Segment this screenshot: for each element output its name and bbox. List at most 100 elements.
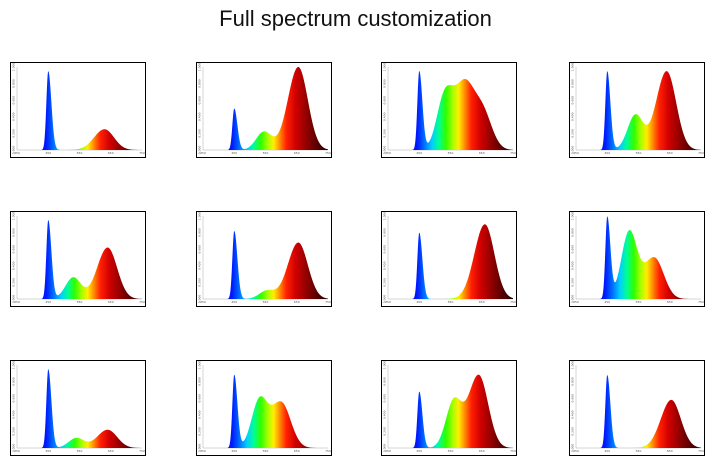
spectrum-area [397, 224, 513, 299]
x-tick-label: 650 [667, 449, 673, 453]
x-tick-label: 750 [510, 151, 516, 155]
y-tick-label: 0.600 [12, 245, 16, 254]
y-tick-label: 0.800 [383, 228, 387, 237]
y-tick-label: 0.800 [571, 228, 575, 237]
y-tick-label: 0.600 [383, 394, 387, 403]
x-tick-label: 350 [200, 300, 206, 304]
y-tick-label: 0.200 [383, 427, 387, 436]
x-tick-label: 550 [448, 449, 454, 453]
spectrum-panel-6: 0.000 0.200 0.400 0.600 0.800 1.000 350 450 550 6… [196, 211, 332, 307]
axis-lines [16, 365, 142, 449]
spectrum-plot: 0.000 0.200 0.400 0.600 0.800 1.000 350 450 550 6… [383, 361, 516, 453]
x-tick-label: 750 [698, 449, 704, 453]
y-tick-label: 0.000 [571, 146, 575, 155]
x-tick-label: 350 [385, 300, 391, 304]
x-tick-label: 350 [573, 300, 579, 304]
spectrum-panel-12: 0.000 0.200 0.400 0.600 0.800 1.000 350 450 550 6… [569, 360, 705, 456]
y-tick-label: 0.600 [198, 394, 202, 403]
y-tick-label: 1.000 [383, 212, 387, 220]
y-tick-label: 0.400 [12, 261, 16, 270]
x-tick-label: 550 [77, 449, 83, 453]
spectrum-plot: 0.000 0.200 0.400 0.600 0.800 1.000 350 450 550 6… [12, 361, 145, 453]
x-tick-label: 450 [604, 449, 610, 453]
spectrum-panel-10: 0.000 0.200 0.400 0.600 0.800 1.000 350 450 550 6… [196, 360, 332, 456]
spectrum-area [397, 374, 513, 448]
spectrum-plot: 0.000 0.200 0.400 0.600 0.800 1.000 350 450 550 6… [198, 63, 331, 155]
x-tick-label: 750 [139, 151, 145, 155]
y-tick-label: 0.000 [383, 146, 387, 155]
y-tick-label: 0.400 [383, 112, 387, 121]
x-tick-label: 350 [14, 300, 20, 304]
y-tick-label: 0.000 [383, 444, 387, 453]
y-tick-label: 0.800 [198, 228, 202, 237]
spectrum-area [397, 70, 513, 150]
spectrum-plot: 0.000 0.200 0.400 0.600 0.800 1.000 350 450 550 6… [571, 361, 704, 453]
y-tick-label: 1.000 [383, 63, 387, 71]
x-tick-label: 350 [200, 151, 206, 155]
y-tick-label: 0.800 [571, 377, 575, 386]
x-tick-label: 450 [416, 300, 422, 304]
axis-lines [16, 67, 142, 151]
x-tick-label: 550 [448, 151, 454, 155]
y-tick-label: 0.800 [198, 377, 202, 386]
y-tick-label: 0.600 [12, 394, 16, 403]
x-tick-label: 450 [231, 449, 237, 453]
spectrum-panel-11: 0.000 0.200 0.400 0.600 0.800 1.000 350 450 550 6… [381, 360, 517, 456]
y-tick-label: 1.000 [571, 361, 575, 369]
x-tick-label: 350 [573, 151, 579, 155]
spectrum-area [26, 369, 142, 448]
spectrum-panel-4: 0.000 0.200 0.400 0.600 0.800 1.000 350 450 550 6… [569, 62, 705, 158]
y-tick-label: 0.800 [12, 377, 16, 386]
y-tick-label: 0.000 [12, 295, 16, 304]
y-tick-label: 0.000 [198, 146, 202, 155]
x-tick-label: 650 [479, 151, 485, 155]
spectrum-plot: 0.000 0.200 0.400 0.600 0.800 1.000 350 450 550 6… [383, 63, 516, 155]
x-tick-label: 550 [636, 449, 642, 453]
y-tick-label: 0.200 [571, 129, 575, 138]
spectrum-area [26, 220, 142, 299]
y-tick-label: 0.800 [198, 79, 202, 88]
x-tick-label: 450 [416, 151, 422, 155]
spectrum-plot: 0.000 0.200 0.400 0.600 0.800 1.000 350 450 550 6… [383, 212, 516, 304]
x-tick-label: 550 [77, 300, 83, 304]
spectrum-area [585, 374, 701, 448]
x-tick-label: 550 [263, 151, 269, 155]
y-tick-label: 0.400 [12, 410, 16, 419]
spectrum-plot: 0.000 0.200 0.400 0.600 0.800 1.000 350 450 550 6… [198, 212, 331, 304]
x-tick-label: 350 [573, 449, 579, 453]
y-tick-label: 0.400 [198, 112, 202, 121]
y-tick-label: 0.600 [571, 245, 575, 254]
spectrum-panel-7: 0.000 0.200 0.400 0.600 0.800 1.000 350 450 550 6… [381, 211, 517, 307]
x-tick-label: 450 [604, 300, 610, 304]
spectrum-plot: 0.000 0.200 0.400 0.600 0.800 1.000 350 450 550 6… [12, 63, 145, 155]
spectrum-panel-5: 0.000 0.200 0.400 0.600 0.800 1.000 350 450 550 6… [10, 211, 146, 307]
y-tick-label: 0.600 [12, 96, 16, 105]
y-tick-label: 0.200 [571, 427, 575, 436]
x-tick-label: 650 [108, 300, 114, 304]
spectrum-area [212, 374, 328, 448]
y-tick-label: 0.800 [571, 79, 575, 88]
y-tick-label: 0.400 [383, 410, 387, 419]
spectrum-panel-2: 0.000 0.200 0.400 0.600 0.800 1.000 350 450 550 6… [196, 62, 332, 158]
spectrum-panel-9: 0.000 0.200 0.400 0.600 0.800 1.000 350 450 550 6… [10, 360, 146, 456]
y-tick-label: 0.400 [571, 112, 575, 121]
spectrum-plot: 0.000 0.200 0.400 0.600 0.800 1.000 350 450 550 6… [571, 63, 704, 155]
y-tick-label: 0.200 [383, 129, 387, 138]
x-tick-label: 450 [416, 449, 422, 453]
y-tick-label: 1.000 [198, 212, 202, 220]
spectrum-area [212, 67, 328, 150]
x-tick-label: 450 [231, 151, 237, 155]
y-tick-label: 0.200 [198, 278, 202, 287]
x-tick-label: 750 [698, 300, 704, 304]
x-tick-label: 550 [636, 300, 642, 304]
y-tick-label: 0.400 [12, 112, 16, 121]
x-tick-label: 450 [45, 449, 51, 453]
y-tick-label: 0.200 [12, 129, 16, 138]
y-tick-label: 0.600 [383, 96, 387, 105]
x-tick-label: 650 [479, 449, 485, 453]
y-tick-label: 0.200 [383, 278, 387, 287]
spectrum-plot: 0.000 0.200 0.400 0.600 0.800 1.000 350 450 550 6… [12, 212, 145, 304]
spectrum-panel-3: 0.000 0.200 0.400 0.600 0.800 1.000 350 450 550 6… [381, 62, 517, 158]
x-tick-label: 650 [108, 151, 114, 155]
y-tick-label: 0.000 [12, 146, 16, 155]
